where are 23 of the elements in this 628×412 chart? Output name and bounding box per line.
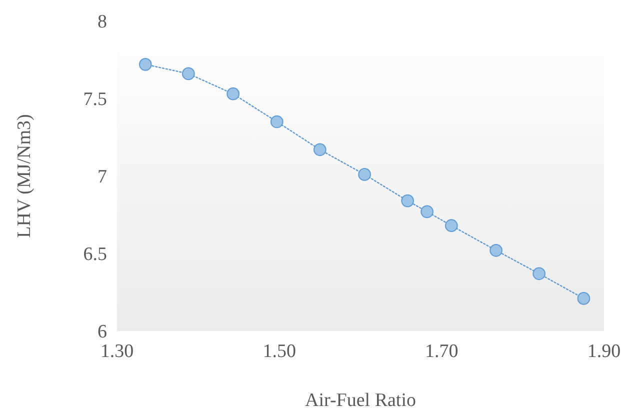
point — [577, 292, 590, 305]
point — [532, 267, 546, 280]
y-tick-label: 7.5 — [83, 89, 107, 110]
point — [401, 194, 414, 208]
x-axis-title: Air-Fuel Ratio — [305, 390, 416, 411]
y-axis-title: LHV (MJ/Nm3) — [14, 114, 35, 238]
point — [420, 205, 434, 218]
point — [444, 219, 458, 232]
point — [358, 168, 371, 181]
point — [270, 115, 284, 128]
x-tick-label: 1.70 — [425, 341, 458, 362]
point — [226, 87, 240, 100]
point — [138, 58, 152, 71]
x-tick-label: 1.90 — [587, 341, 621, 362]
point — [314, 143, 326, 156]
point — [490, 244, 502, 257]
y-tick-label: 7 — [98, 166, 107, 188]
y-tick-label: 6 — [98, 322, 107, 343]
y-tick-label: 6.5 — [83, 244, 107, 266]
y-tick-label: 8 — [98, 12, 107, 33]
x-tick-label: 1.30 — [100, 341, 134, 362]
x-tick-label: 1.50 — [262, 341, 296, 362]
point — [182, 67, 195, 80]
